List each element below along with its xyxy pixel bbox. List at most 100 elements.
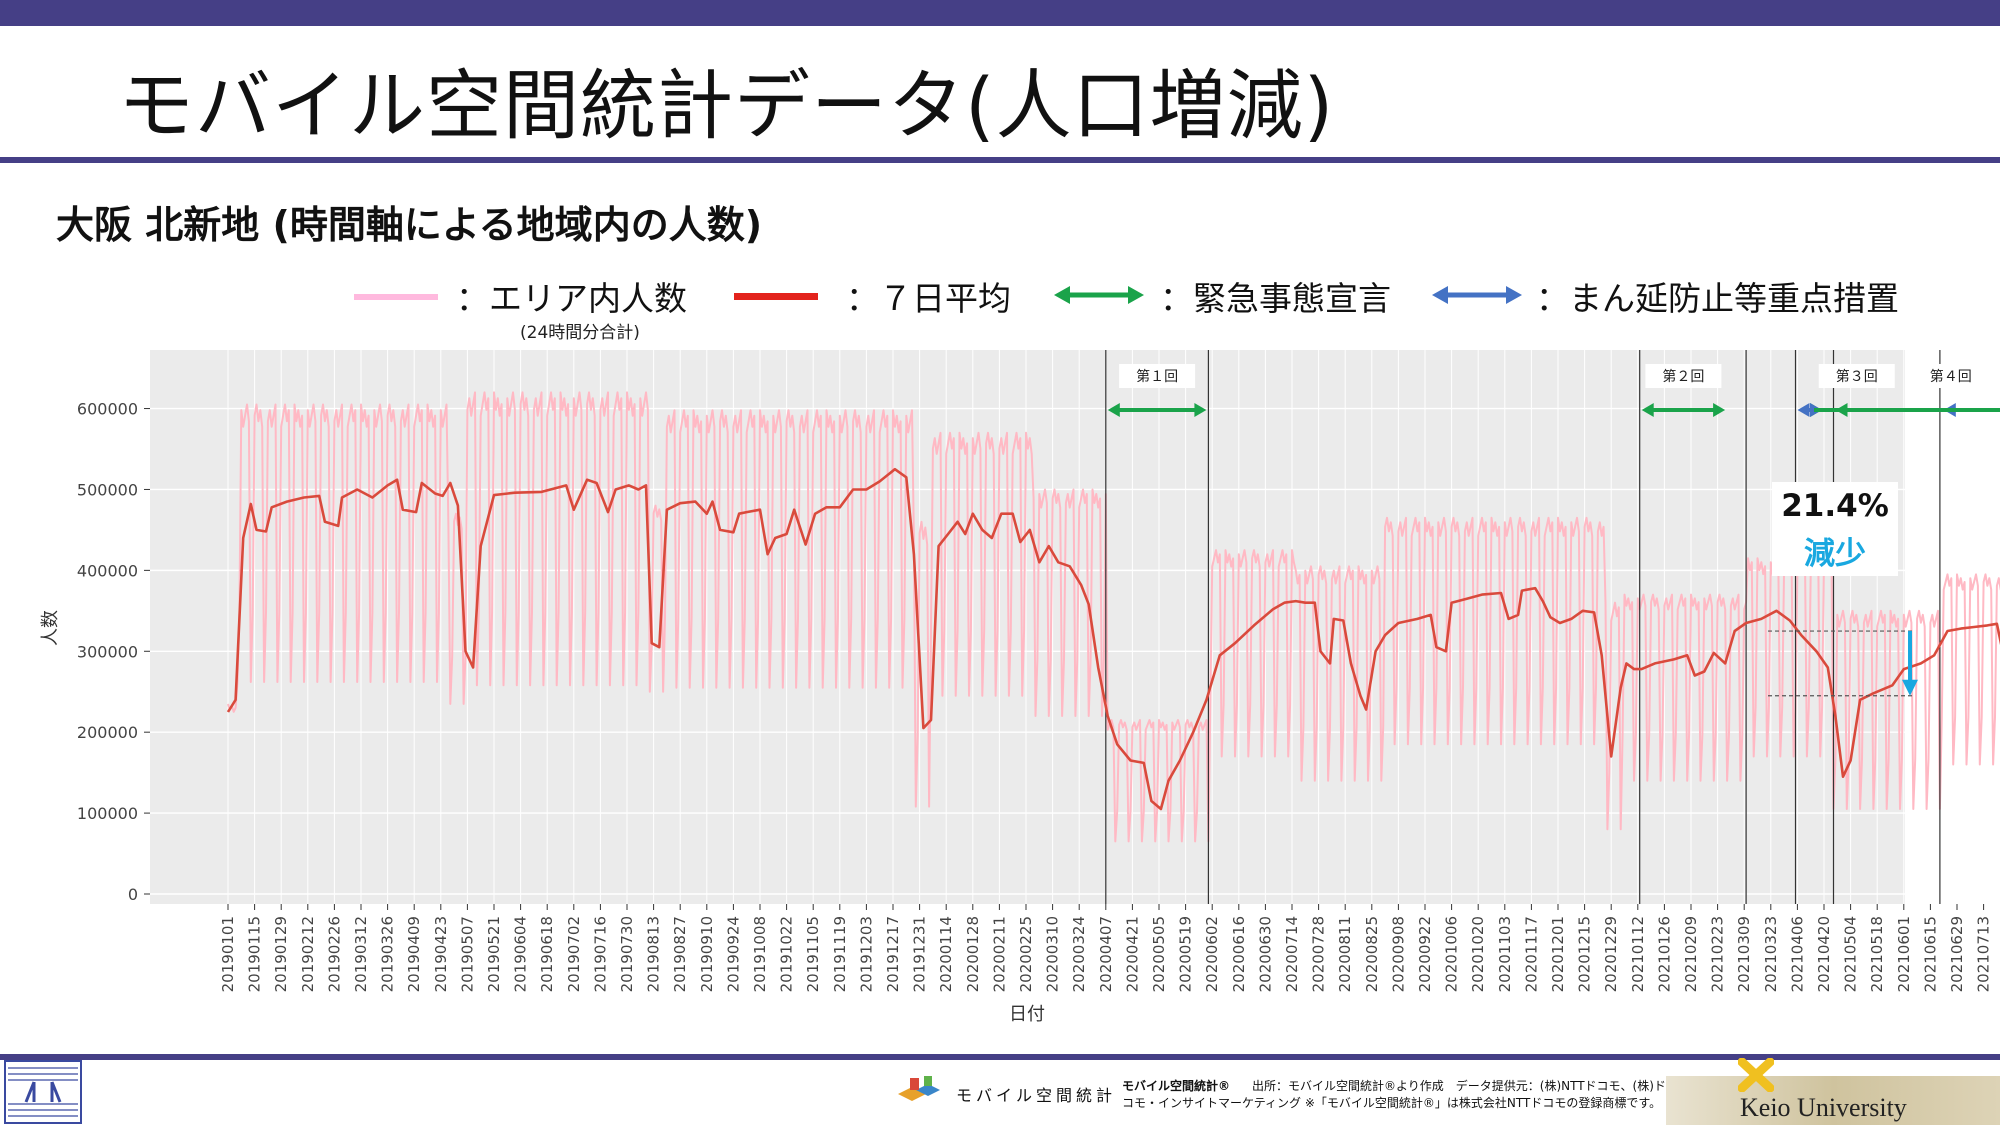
x-axis-title: 日付 bbox=[1009, 1004, 1045, 1025]
x-tick-label: 20200421 bbox=[1123, 916, 1141, 992]
y-tick-label: 500000 bbox=[77, 480, 138, 499]
x-tick-label: 20200324 bbox=[1070, 916, 1088, 992]
x-tick-label: 20210420 bbox=[1815, 916, 1833, 992]
x-tick-label: 20191008 bbox=[751, 916, 769, 992]
population-line-chart: 第１回 第２回 第３回 第４回 0 100000 200000 300000 400000 50… bbox=[40, 350, 2000, 1025]
y-tick-label: 400000 bbox=[77, 561, 138, 580]
keio-pen-logo-icon bbox=[1738, 1058, 1774, 1092]
phase-label-box bbox=[1818, 364, 1895, 388]
x-tick-label: 20200310 bbox=[1044, 916, 1062, 992]
mobile-stats-logo-icon bbox=[898, 1076, 940, 1101]
x-tick-label: 20190326 bbox=[379, 916, 397, 992]
reduction-marker bbox=[1768, 630, 1918, 697]
x-tick-label: 20201229 bbox=[1602, 916, 1620, 992]
university-name: Keio University bbox=[1740, 1093, 1907, 1122]
x-tick-label: 20200908 bbox=[1389, 916, 1407, 992]
x-tick-label: 20200630 bbox=[1256, 916, 1274, 992]
x-tick-label: 20190312 bbox=[352, 916, 370, 992]
legend-emergency-label: ：緊急事態宣言 bbox=[1160, 279, 1391, 318]
phase-arrowhead-left bbox=[1641, 403, 1654, 417]
x-axis: 20190101 20190115 20190129 20190212 20190226… bbox=[219, 904, 1993, 992]
x-tick-label: 20210629 bbox=[1948, 916, 1966, 992]
x-tick-label: 20210209 bbox=[1682, 916, 1700, 992]
x-tick-label: 20190716 bbox=[591, 916, 609, 992]
x-tick-label: 20210406 bbox=[1788, 916, 1806, 992]
phase-label: 第３回 bbox=[1836, 368, 1878, 385]
x-tick-label: 20200616 bbox=[1230, 916, 1248, 992]
x-tick-label: 20210126 bbox=[1655, 916, 1673, 992]
y-tick-label: 600000 bbox=[77, 400, 138, 419]
legend-manen-label: ：まん延防止等重点措置 bbox=[1536, 279, 1899, 318]
y-tick-label: 200000 bbox=[77, 723, 138, 742]
x-tick-label: 20210112 bbox=[1629, 916, 1647, 992]
x-tick-label: 20190604 bbox=[512, 916, 530, 992]
x-tick-label: 20200505 bbox=[1150, 916, 1168, 992]
x-tick-label: 20200407 bbox=[1097, 916, 1115, 992]
x-tick-label: 20190702 bbox=[565, 916, 583, 992]
legend-avg-swatch bbox=[734, 293, 818, 300]
x-tick-label: 20200602 bbox=[1203, 916, 1221, 992]
x-tick-label: 20190813 bbox=[645, 916, 663, 992]
title-divider bbox=[0, 157, 2000, 163]
x-tick-label: 20190507 bbox=[458, 916, 476, 992]
seven-day-average bbox=[226, 467, 2000, 811]
phase-label: 第１回 bbox=[1136, 368, 1178, 385]
x-tick-label: 20190827 bbox=[671, 916, 689, 992]
page-title: モバイル空間統計データ(人口増減) bbox=[118, 61, 1335, 150]
x-tick-label: 20190409 bbox=[405, 916, 423, 992]
reduction-callout: 21.4% 減少 bbox=[1772, 482, 1898, 576]
reduction-word: 減少 bbox=[1804, 536, 1866, 572]
legend-daily-swatch bbox=[354, 294, 438, 300]
x-tick-label: 20210601 bbox=[1895, 916, 1913, 992]
x-tick-label: 20191203 bbox=[857, 916, 875, 992]
x-tick-label: 20190129 bbox=[272, 916, 290, 992]
reduction-percent: 21.4% bbox=[1781, 488, 1889, 524]
legend-daily-label: ：エリア内人数 bbox=[456, 279, 687, 318]
x-tick-label: 20201117 bbox=[1522, 916, 1540, 992]
x-tick-label: 20191231 bbox=[911, 916, 929, 992]
footer-brand-bold: モバイル空間統計® bbox=[1122, 1079, 1231, 1093]
x-tick-label: 20200728 bbox=[1310, 916, 1328, 992]
x-tick-label: 20200519 bbox=[1177, 916, 1195, 992]
y-tick-label: 100000 bbox=[77, 804, 138, 823]
x-tick-label: 20190423 bbox=[432, 916, 450, 992]
footer-divider bbox=[0, 1054, 2000, 1060]
x-tick-label: 20210504 bbox=[1842, 916, 1860, 992]
x-tick-label: 20200128 bbox=[964, 916, 982, 992]
phase-arrowhead-left bbox=[1797, 403, 1810, 417]
x-tick-label: 20190212 bbox=[299, 916, 317, 992]
x-tick-label: 20210713 bbox=[1975, 916, 1993, 992]
legend-emergency-arrow-icon bbox=[1054, 286, 1144, 304]
x-tick-label: 20201020 bbox=[1469, 916, 1487, 992]
phase-label-box bbox=[1645, 364, 1722, 388]
x-tick-label: 20200225 bbox=[1017, 916, 1035, 992]
x-tick-label: 20201103 bbox=[1496, 916, 1514, 992]
x-tick-label: 20190618 bbox=[538, 916, 556, 992]
x-tick-label: 20190226 bbox=[325, 916, 343, 992]
y-axis: 0 100000 200000 300000 400000 500000 600000 bbox=[77, 400, 150, 904]
x-tick-label: 20190924 bbox=[724, 916, 742, 992]
legend-avg-label: ：７日平均 bbox=[846, 279, 1011, 318]
phase-label-box bbox=[1912, 364, 1989, 388]
y-tick-label: 0 bbox=[128, 885, 138, 904]
phase-label: 第２回 bbox=[1662, 368, 1704, 385]
seven-day-average-line bbox=[226, 467, 2000, 811]
reduction-arrowhead bbox=[1902, 679, 1918, 696]
x-tick-label: 20200211 bbox=[990, 916, 1008, 992]
x-tick-label: 20191022 bbox=[778, 916, 796, 992]
footer-source-line1: 出所：モバイル空間統計®より作成 データ提供元：(株)NTTドコモ、(株)ド bbox=[1252, 1079, 1666, 1093]
phase-label: 第４回 bbox=[1930, 368, 1972, 385]
x-tick-label: 20210615 bbox=[1921, 916, 1939, 992]
x-tick-label: 20210518 bbox=[1868, 916, 1886, 992]
x-tick-label: 20200922 bbox=[1416, 916, 1434, 992]
phase-arrowhead-left bbox=[1107, 403, 1120, 417]
x-tick-label: 20210223 bbox=[1709, 916, 1727, 992]
x-tick-label: 20190101 bbox=[219, 916, 237, 992]
phase-boundaries bbox=[1105, 350, 1941, 904]
x-tick-label: 20200811 bbox=[1336, 916, 1354, 992]
y-axis-title: 人数 bbox=[40, 610, 61, 646]
x-tick-label: 20210323 bbox=[1762, 916, 1780, 992]
x-tick-label: 20201201 bbox=[1549, 916, 1567, 992]
y-tick-label: 300000 bbox=[77, 642, 138, 661]
chart-subtitle: 大阪 北新地 (時間軸による地域内の人数) bbox=[56, 203, 763, 247]
